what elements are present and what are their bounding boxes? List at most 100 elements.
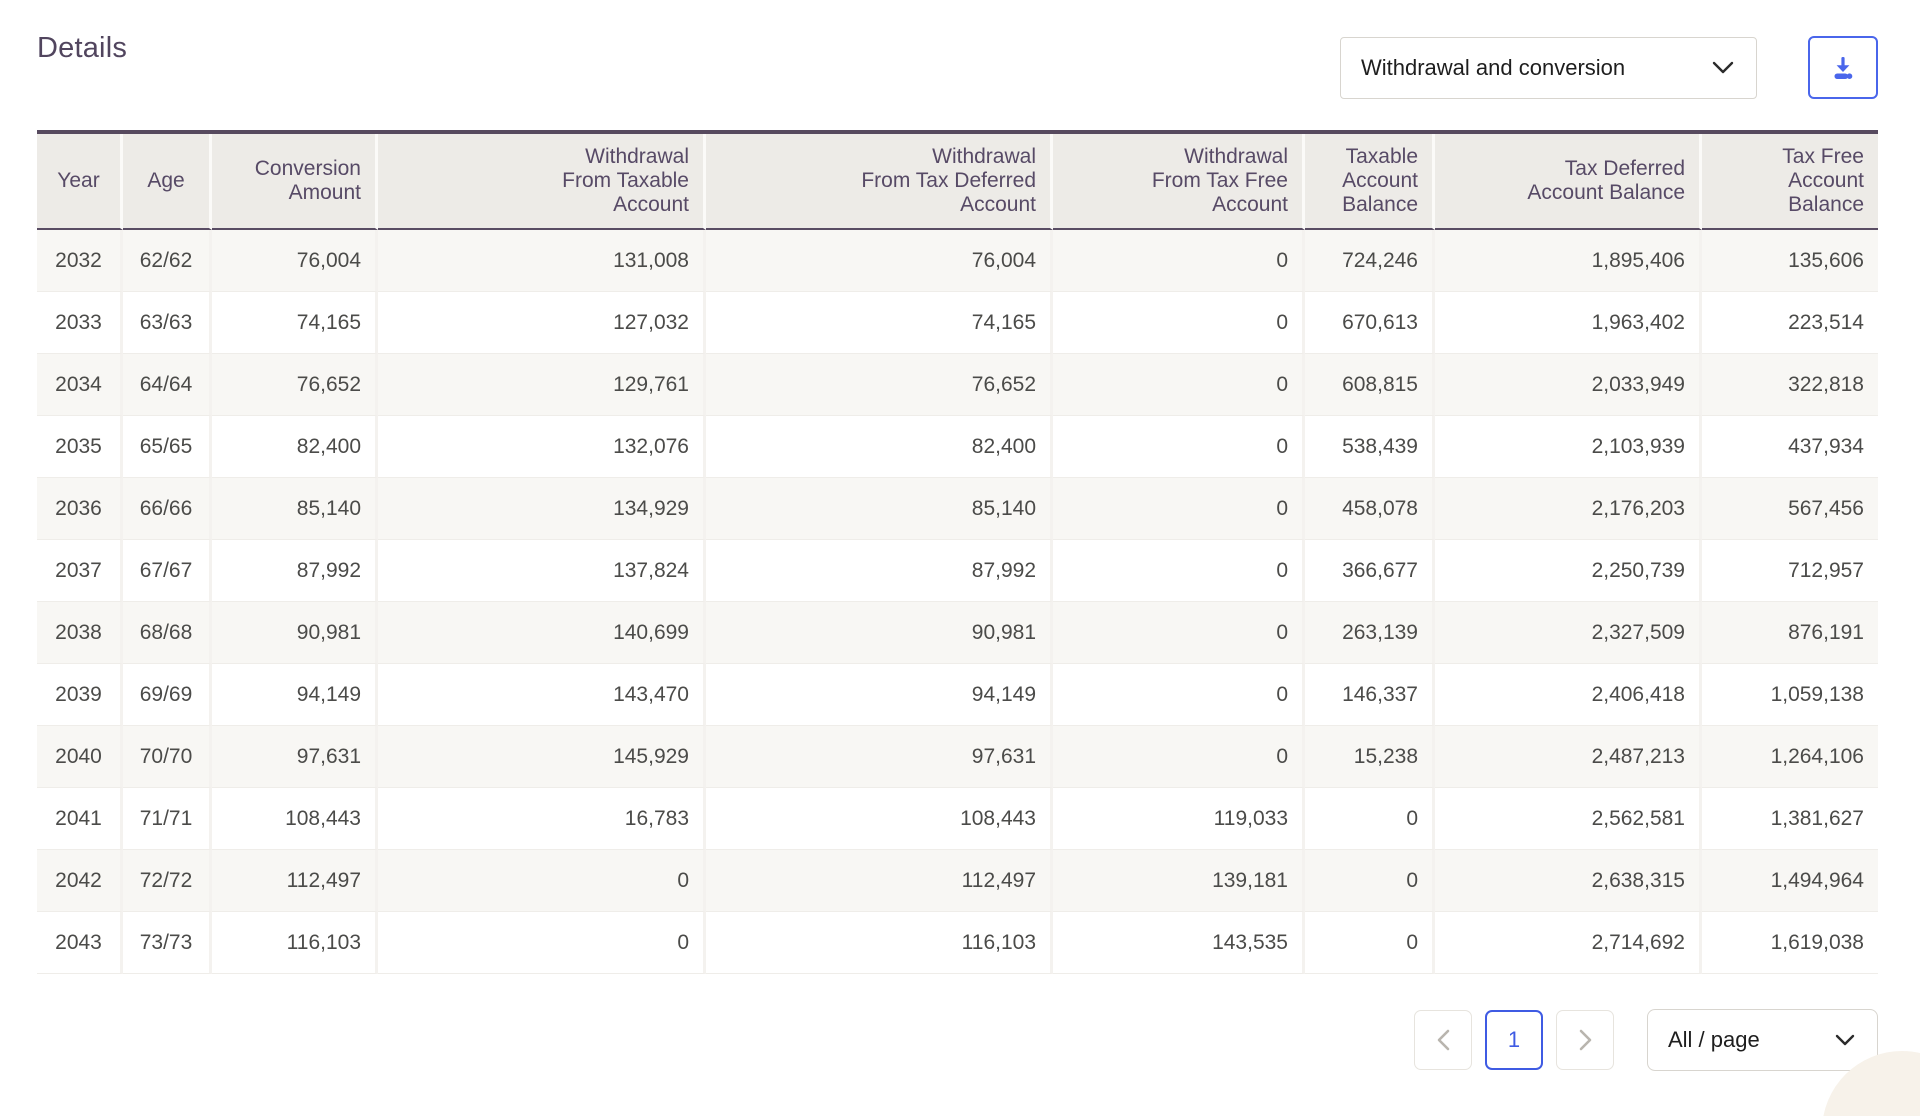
cell-tax_deferred_balance: 2,250,739 [1435, 540, 1702, 602]
column-header-conversion_amount: Conversion Amount [212, 134, 378, 230]
cell-withdrawal_tax_free: 0 [1053, 602, 1305, 664]
cell-conversion_amount: 74,165 [212, 292, 378, 354]
download-icon [1828, 53, 1858, 83]
details-table: Year Age Conversion Amount Withdrawal From … [37, 130, 1878, 974]
pagination-prev-button[interactable] [1414, 1010, 1472, 1070]
cell-tax_deferred_balance: 2,176,203 [1435, 478, 1702, 540]
cell-taxable_balance: 0 [1305, 850, 1435, 912]
cell-year: 2035 [37, 416, 123, 478]
cell-withdrawal_taxable: 131,008 [378, 230, 706, 292]
table-row: 2043 73/73 116,103 0 116,103 143,535 0 2,714,69… [37, 912, 1878, 974]
page-size-select-value: All / page [1668, 1027, 1760, 1052]
cell-withdrawal_taxable: 137,824 [378, 540, 706, 602]
column-header-age: Age [123, 134, 212, 230]
column-header-withdrawal_tax_deferred: Withdrawal From Tax Deferred Account [706, 134, 1053, 230]
header-row: Year Age Conversion Amount Withdrawal From … [37, 134, 1878, 230]
cell-tax_free_balance: 1,264,106 [1702, 726, 1878, 788]
cell-conversion_amount: 97,631 [212, 726, 378, 788]
cell-year: 2041 [37, 788, 123, 850]
cell-withdrawal_taxable: 132,076 [378, 416, 706, 478]
cell-withdrawal_tax_free: 0 [1053, 726, 1305, 788]
cell-age: 64/64 [123, 354, 212, 416]
table-row: 2038 68/68 90,981 140,699 90,981 0 263,139 2,32… [37, 602, 1878, 664]
chevron-down-icon [1835, 1034, 1855, 1046]
table-row: 2039 69/69 94,149 143,470 94,149 0 146,337 2,40… [37, 664, 1878, 726]
cell-withdrawal_tax_free: 0 [1053, 354, 1305, 416]
cell-tax_deferred_balance: 2,406,418 [1435, 664, 1702, 726]
download-button[interactable] [1808, 36, 1878, 99]
cell-taxable_balance: 15,238 [1305, 726, 1435, 788]
cell-age: 71/71 [123, 788, 212, 850]
report-view-select-value: Withdrawal and conversion [1361, 54, 1626, 80]
cell-withdrawal_tax_deferred: 74,165 [706, 292, 1053, 354]
cell-age: 66/66 [123, 478, 212, 540]
cell-conversion_amount: 76,652 [212, 354, 378, 416]
cell-year: 2039 [37, 664, 123, 726]
cell-conversion_amount: 108,443 [212, 788, 378, 850]
table-row: 2033 63/63 74,165 127,032 74,165 0 670,613 1,96… [37, 292, 1878, 354]
cell-withdrawal_tax_deferred: 87,992 [706, 540, 1053, 602]
cell-year: 2033 [37, 292, 123, 354]
cell-withdrawal_tax_free: 139,181 [1053, 850, 1305, 912]
cell-age: 69/69 [123, 664, 212, 726]
cell-conversion_amount: 76,004 [212, 230, 378, 292]
cell-year: 2034 [37, 354, 123, 416]
cell-age: 73/73 [123, 912, 212, 974]
cell-tax_deferred_balance: 2,562,581 [1435, 788, 1702, 850]
table-row: 2034 64/64 76,652 129,761 76,652 0 608,815 2,03… [37, 354, 1878, 416]
cell-taxable_balance: 538,439 [1305, 416, 1435, 478]
cell-age: 67/67 [123, 540, 212, 602]
cell-age: 62/62 [123, 230, 212, 292]
cell-withdrawal_tax_free: 143,535 [1053, 912, 1305, 974]
cell-tax_deferred_balance: 2,714,692 [1435, 912, 1702, 974]
cell-tax_deferred_balance: 1,895,406 [1435, 230, 1702, 292]
page-size-select[interactable]: All / page [1647, 1009, 1878, 1071]
cell-conversion_amount: 112,497 [212, 850, 378, 912]
pagination-page-1-button[interactable]: 1 [1485, 1010, 1543, 1070]
table-row: 2041 71/71 108,443 16,783 108,443 119,033 0 2,5… [37, 788, 1878, 850]
topbar: Details Withdrawal and conversion [37, 0, 1878, 99]
cell-tax_free_balance: 135,606 [1702, 230, 1878, 292]
cell-withdrawal_tax_deferred: 85,140 [706, 478, 1053, 540]
cell-tax_deferred_balance: 2,327,509 [1435, 602, 1702, 664]
cell-taxable_balance: 458,078 [1305, 478, 1435, 540]
cell-year: 2038 [37, 602, 123, 664]
cell-tax_free_balance: 223,514 [1702, 292, 1878, 354]
table-row: 2036 66/66 85,140 134,929 85,140 0 458,078 2,17… [37, 478, 1878, 540]
pagination-next-button[interactable] [1556, 1010, 1614, 1070]
report-view-select[interactable]: Withdrawal and conversion [1340, 36, 1757, 99]
chevron-down-icon [1712, 61, 1734, 74]
table-row: 2032 62/62 76,004 131,008 76,004 0 724,246 1,89… [37, 230, 1878, 292]
column-header-tax_free_balance: Tax Free Account Balance [1702, 134, 1878, 230]
cell-withdrawal_taxable: 145,929 [378, 726, 706, 788]
cell-taxable_balance: 263,139 [1305, 602, 1435, 664]
cell-taxable_balance: 146,337 [1305, 664, 1435, 726]
cell-tax_free_balance: 437,934 [1702, 416, 1878, 478]
cell-withdrawal_tax_free: 0 [1053, 478, 1305, 540]
details-table-head: Year Age Conversion Amount Withdrawal From … [37, 134, 1878, 230]
cell-conversion_amount: 85,140 [212, 478, 378, 540]
cell-withdrawal_tax_deferred: 76,652 [706, 354, 1053, 416]
cell-withdrawal_taxable: 0 [378, 912, 706, 974]
cell-withdrawal_tax_deferred: 76,004 [706, 230, 1053, 292]
cell-age: 68/68 [123, 602, 212, 664]
cell-taxable_balance: 670,613 [1305, 292, 1435, 354]
cell-withdrawal_tax_free: 0 [1053, 664, 1305, 726]
chevron-left-icon [1437, 1029, 1450, 1051]
cell-tax_deferred_balance: 2,033,949 [1435, 354, 1702, 416]
table-row: 2042 72/72 112,497 0 112,497 139,181 0 2,638,31… [37, 850, 1878, 912]
cell-tax_free_balance: 1,381,627 [1702, 788, 1878, 850]
cell-conversion_amount: 87,992 [212, 540, 378, 602]
column-header-tax_deferred_balance: Tax Deferred Account Balance [1435, 134, 1702, 230]
cell-withdrawal_tax_deferred: 108,443 [706, 788, 1053, 850]
cell-taxable_balance: 0 [1305, 788, 1435, 850]
cell-withdrawal_tax_free: 0 [1053, 416, 1305, 478]
cell-withdrawal_taxable: 143,470 [378, 664, 706, 726]
topbar-controls: Withdrawal and conversion [1340, 36, 1878, 99]
cell-conversion_amount: 94,149 [212, 664, 378, 726]
table-row: 2037 67/67 87,992 137,824 87,992 0 366,677 2,25… [37, 540, 1878, 602]
pagination: 1 All / page [37, 1009, 1878, 1071]
cell-withdrawal_taxable: 0 [378, 850, 706, 912]
cell-withdrawal_tax_deferred: 112,497 [706, 850, 1053, 912]
cell-withdrawal_tax_free: 119,033 [1053, 788, 1305, 850]
